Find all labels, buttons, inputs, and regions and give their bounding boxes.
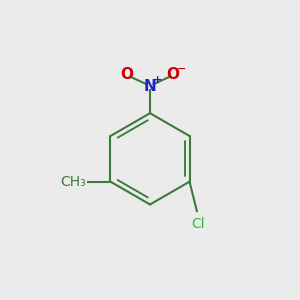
Text: N: N xyxy=(144,79,156,94)
Text: O: O xyxy=(167,68,179,82)
Text: −: − xyxy=(176,63,186,74)
Text: O: O xyxy=(121,68,134,82)
Text: CH₃: CH₃ xyxy=(60,175,86,189)
Text: +: + xyxy=(153,75,163,85)
Text: Cl: Cl xyxy=(191,217,205,231)
